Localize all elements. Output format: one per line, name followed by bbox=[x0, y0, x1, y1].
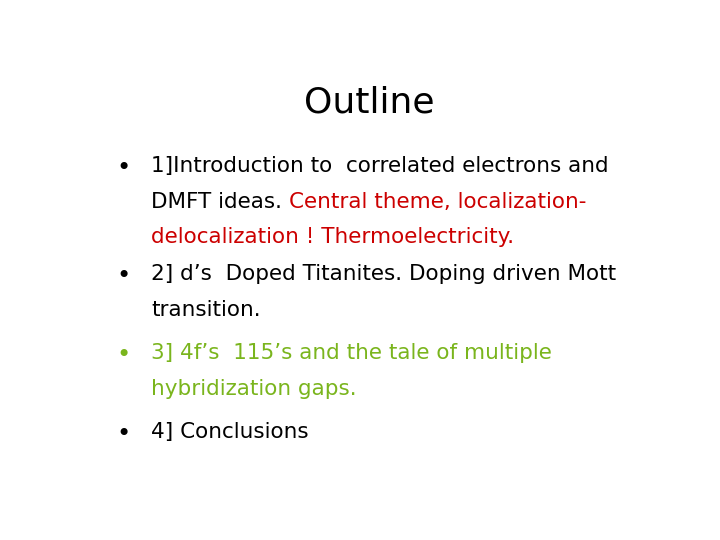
Text: 2] d’s  Doped Titanites. Doping driven Mott: 2] d’s Doped Titanites. Doping driven Mo… bbox=[151, 265, 616, 285]
Text: •: • bbox=[117, 422, 130, 447]
Text: 4] Conclusions: 4] Conclusions bbox=[151, 422, 309, 442]
Text: •: • bbox=[117, 265, 130, 288]
Text: delocalization ! Thermoelectricity.: delocalization ! Thermoelectricity. bbox=[151, 227, 515, 247]
Text: Outline: Outline bbox=[304, 85, 434, 119]
Text: •: • bbox=[117, 156, 130, 180]
Text: 3] 4f’s  115’s and the tale of multiple: 3] 4f’s 115’s and the tale of multiple bbox=[151, 343, 552, 363]
Text: •: • bbox=[117, 343, 130, 367]
Text: 1]Introduction to  correlated electrons and: 1]Introduction to correlated electrons a… bbox=[151, 156, 609, 176]
Text: transition.: transition. bbox=[151, 300, 261, 320]
Text: hybridization gaps.: hybridization gaps. bbox=[151, 379, 357, 399]
Text: Central theme, localization-: Central theme, localization- bbox=[289, 192, 587, 212]
Text: DMFT ideas.: DMFT ideas. bbox=[151, 192, 289, 212]
